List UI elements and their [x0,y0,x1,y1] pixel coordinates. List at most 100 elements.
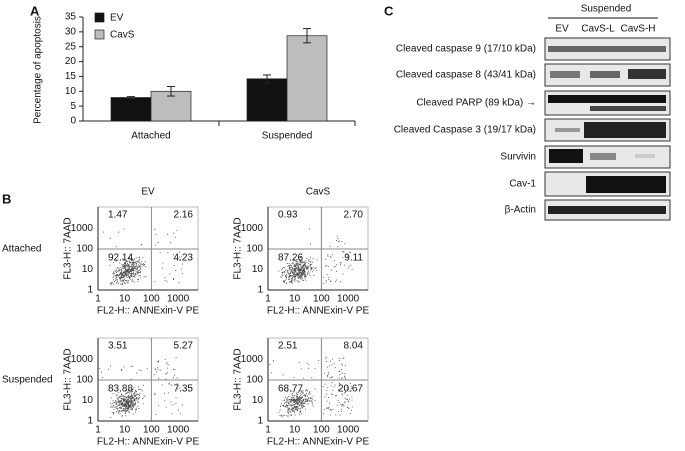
dot [302,403,304,405]
dot [290,271,292,273]
dot [314,368,316,370]
dot [282,271,284,273]
dot [328,277,330,279]
dot [289,275,291,277]
dot [125,415,127,417]
dot [351,388,353,389]
dot [133,268,134,270]
dot [121,405,123,407]
dot [330,393,332,395]
dot [118,404,120,406]
dot [284,396,286,398]
dot [280,415,282,417]
dot [127,274,129,275]
dot [309,401,311,402]
dot [136,372,137,374]
dot [304,408,306,410]
dot [333,386,335,388]
dot [331,382,333,383]
dot [298,399,300,401]
dot [288,403,290,404]
dot [295,270,297,272]
dot [120,410,122,412]
dot [128,406,130,407]
x-tick-label: 1 [265,425,271,436]
dot [336,235,338,237]
axis-title: FL3-H:: 7AAD [63,217,74,279]
dot [340,404,342,406]
dot [117,280,118,282]
dot [128,397,130,399]
dot [306,400,308,402]
dot [295,271,297,273]
dot [128,405,130,407]
dot [286,262,288,264]
dot [115,275,117,277]
dot [130,400,132,402]
dot [294,273,295,275]
dot [122,273,124,275]
dot [281,414,283,416]
dot [132,400,134,402]
dot [302,396,304,398]
dot [294,277,296,279]
y-tick-label: 1 [87,285,93,296]
quadrant-value: 7.35 [174,384,194,395]
dot [136,265,138,267]
dot [332,254,334,256]
dot [307,398,309,400]
dot [126,271,128,272]
dot [304,273,306,275]
dot [119,411,121,412]
dot [140,277,142,279]
dot [291,271,293,273]
dot [295,265,297,267]
dot [131,270,133,272]
dot [132,280,134,282]
dot [110,402,112,404]
dot [306,267,308,269]
lane-label: CavS-H [620,24,655,35]
dot [132,267,134,269]
dot [128,272,130,274]
dot [135,402,137,404]
dot [140,269,142,271]
dot [99,367,101,369]
dot [123,265,125,267]
dot [130,407,132,409]
x-tick-label: Attached [131,131,170,142]
dot [291,282,293,284]
protein-label: Survivin [500,152,536,163]
dot [309,256,311,258]
dot [294,395,296,397]
dot [300,397,302,399]
dot [141,261,143,263]
dot [269,364,271,366]
dot [301,267,303,269]
dot [130,276,132,278]
dot [131,408,133,410]
dot [344,398,346,399]
dot [327,397,329,398]
dot [128,394,130,396]
dot [291,277,293,279]
dot [132,408,133,410]
dot [291,405,292,407]
dot [296,399,298,401]
dot [310,397,312,399]
dot [128,268,130,270]
dot [303,401,305,403]
dot [127,399,129,400]
dot [300,276,302,278]
dot [339,360,340,362]
dot [305,279,307,281]
dot [278,270,280,272]
dot [131,396,133,398]
dot [119,401,121,403]
dot [292,393,294,395]
dot [120,398,122,400]
dot [294,279,296,281]
dot [131,395,133,397]
dot [133,397,135,399]
dot [136,391,137,393]
